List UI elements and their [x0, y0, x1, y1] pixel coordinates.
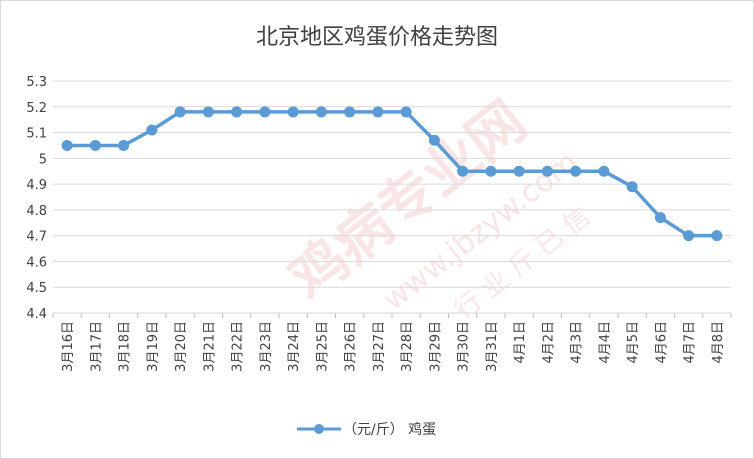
x-tick-label: 4月3日 — [570, 321, 585, 364]
data-point — [118, 139, 130, 151]
y-tick-label: 4.9 — [26, 178, 47, 193]
y-tick-label: 4.4 — [26, 307, 47, 322]
x-tick-label: 3月30日 — [457, 321, 472, 372]
x-tick-label: 4月5日 — [626, 321, 641, 364]
y-tick-label: 5.3 — [26, 75, 47, 90]
x-tick-label: 3月16日 — [61, 321, 76, 372]
x-tick-label: 4月4日 — [598, 321, 613, 364]
data-point — [259, 106, 271, 118]
x-tick-label: 3月20日 — [174, 321, 189, 372]
x-tick-label: 3月29日 — [428, 321, 443, 372]
legend: （元/斤） 鸡蛋 — [297, 421, 436, 438]
x-tick-label: 3月24日 — [287, 321, 302, 372]
data-point — [428, 134, 440, 146]
data-point — [287, 106, 299, 118]
legend-point-marker — [314, 424, 324, 434]
x-tick-label: 3月31日 — [485, 321, 500, 372]
data-point — [315, 106, 327, 118]
x-tick-label: 4月1日 — [513, 321, 528, 364]
data-point — [654, 212, 666, 224]
y-tick-label: 4.5 — [26, 281, 47, 296]
x-tick-label: 3月26日 — [344, 321, 359, 372]
series-layer — [61, 106, 723, 242]
x-tick-label: 4月6日 — [654, 321, 669, 364]
data-point — [485, 165, 497, 177]
y-tick-label: 5 — [39, 152, 47, 167]
x-tick-label: 3月22日 — [231, 321, 246, 372]
data-point — [683, 230, 695, 242]
data-point — [344, 106, 356, 118]
x-tick-label: 3月27日 — [372, 321, 387, 372]
x-tick-label: 3月21日 — [202, 321, 217, 372]
grid-layer — [53, 80, 731, 314]
data-point — [598, 165, 610, 177]
y-tick-label: 5.2 — [26, 101, 47, 116]
x-tick-label: 4月8日 — [711, 321, 726, 364]
x-tick-label: 3月19日 — [146, 321, 161, 372]
data-point — [513, 165, 525, 177]
x-tick-label: 4月7日 — [683, 321, 698, 364]
data-point — [711, 230, 723, 242]
legend-label: （元/斤） 鸡蛋 — [343, 421, 436, 438]
y-tick-label: 5.1 — [26, 127, 47, 142]
data-point — [231, 106, 243, 118]
data-point — [372, 106, 384, 118]
y-tick-label: 4.6 — [26, 255, 47, 270]
x-tick-label: 4月2日 — [541, 321, 556, 364]
data-point — [400, 106, 412, 118]
y-tick-label: 4.7 — [26, 230, 47, 245]
x-tick-label: 3月17日 — [89, 321, 104, 372]
data-point — [202, 106, 214, 118]
chart-title: 北京地区鸡蛋价格走势图 — [256, 25, 498, 50]
data-point — [89, 139, 101, 151]
x-tick-label: 3月28日 — [400, 321, 415, 372]
data-point — [61, 139, 73, 151]
x-tick-label: 3月23日 — [259, 321, 274, 372]
data-point — [457, 165, 469, 177]
data-point — [174, 106, 186, 118]
data-point — [541, 165, 553, 177]
x-tick-label: 3月25日 — [315, 321, 330, 372]
data-point — [146, 124, 158, 136]
data-point — [570, 165, 582, 177]
y-tick-label: 4.8 — [26, 204, 47, 219]
data-point — [626, 181, 638, 193]
x-tick-label: 3月18日 — [118, 321, 133, 372]
axis-layer: 4.4 4.5 4.6 4.7 4.8 4.9 5 5.1 5.2 5.3 3月16日 3月17日 3月… — [26, 75, 732, 372]
